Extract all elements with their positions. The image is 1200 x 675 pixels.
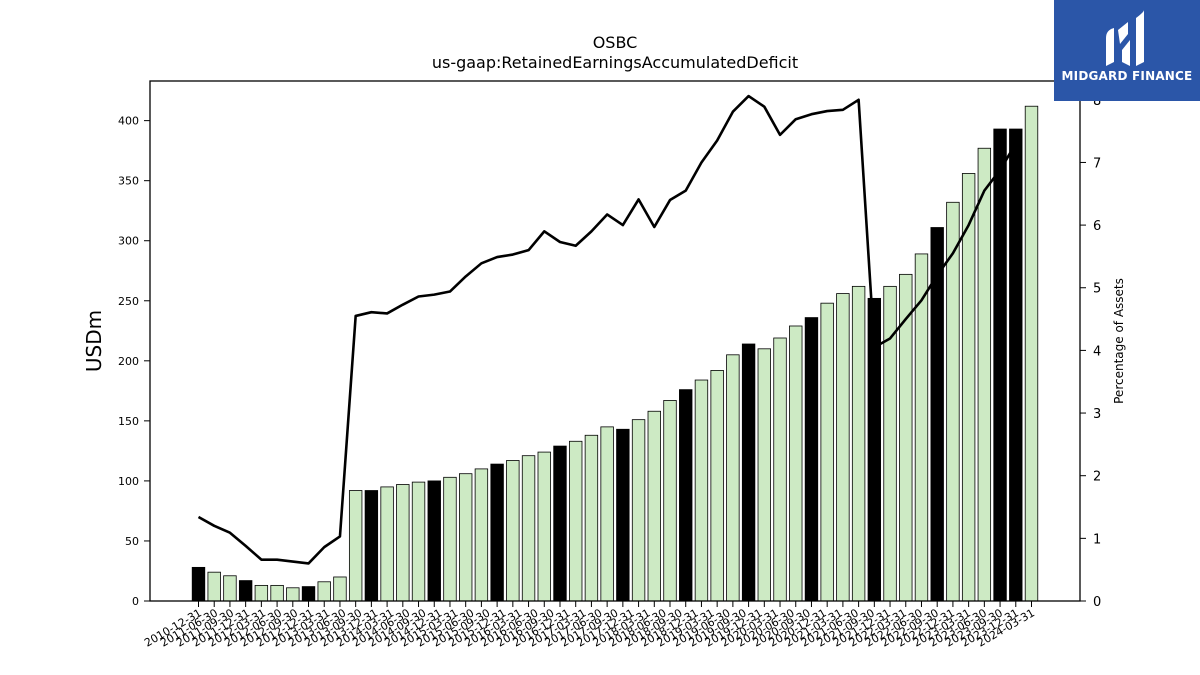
y-tick-label: 250 [118,295,139,308]
bar-2013-12-31 [380,486,394,602]
chart-subtitle: us-gaap:RetainedEarningsAccumulatedDefic… [432,53,798,72]
bar-2020-06-30 [789,325,803,602]
bar-2020-12-31 [820,302,834,602]
bar-2015-09-30 [490,463,504,602]
bar-2014-06-30 [411,481,426,602]
bar-2012-09-30 [301,586,316,602]
bar-2019-12-31 [757,348,771,602]
bar-2016-09-30 [553,445,567,602]
bar-2023-06-30 [977,147,992,602]
y-axis-right: 0 1 2 3 4 5 6 7 8 [1080,94,1101,610]
bar-2014-09-30 [427,480,441,602]
y2-tick-label: 6 [1093,219,1101,234]
bar-2011-03-31 [207,571,221,602]
y2-axis-label: Percentage of Assets [1112,278,1126,404]
bar-2017-12-31 [631,419,646,602]
y-tick-label: 100 [118,475,139,488]
bar-2018-03-31 [647,410,661,602]
y-tick-label: 350 [118,175,139,188]
y2-tick-label: 7 [1093,156,1101,171]
logo-text: MIDGARD FINANCE [1061,69,1193,83]
bar-2022-12-31 [946,201,960,602]
y2-tick-label: 1 [1093,532,1101,547]
chart-title: OSBC [593,33,638,52]
percentage-of-assets-line [197,94,1017,565]
y-tick-label: 400 [118,115,139,128]
bar-2011-09-30 [238,580,253,602]
y-axis-label: USDm [82,310,106,372]
y2-tick-label: 3 [1093,407,1101,422]
bar-2019-03-31 [710,370,724,602]
bar-2017-03-31 [584,434,599,602]
bar-2015-03-31 [458,473,473,602]
bar-2013-06-30 [348,490,363,602]
bar-2023-09-30 [993,128,1007,602]
bar-2011-06-30 [223,575,237,602]
bar-2019-09-30 [741,343,756,602]
y2-tick-label: 4 [1093,344,1101,359]
line-series [197,94,1017,565]
bar-series [191,105,1039,602]
bar-2012-12-31 [317,581,331,602]
bar-2011-12-31 [254,584,269,602]
midgard-logo-icon [1106,10,1144,66]
bar-2014-12-31 [443,476,457,602]
bar-2018-06-30 [663,400,677,602]
y-tick-label: 50 [125,535,139,548]
bar-2021-03-31 [836,293,850,602]
bar-2010-12-31 [191,566,206,602]
bar-2017-06-30 [600,426,614,602]
bar-2020-03-31 [773,337,787,602]
bar-2017-09-30 [616,428,630,602]
bar-2021-06-30 [851,285,866,602]
y2-tick-label: 5 [1093,282,1101,297]
bar-2018-09-30 [679,389,693,602]
bar-2023-03-31 [961,173,976,602]
bar-2023-12-31 [1009,128,1023,602]
bar-2015-06-30 [474,468,489,602]
midgard-finance-logo: MIDGARD FINANCE [1054,0,1200,101]
bar-2012-03-31 [270,584,284,602]
bar-2012-06-30 [286,587,300,602]
x-axis: 2010-12-312011-06-302011-09-302011-12-31… [142,601,1037,650]
plot-frame [149,80,1081,602]
bar-2019-06-30 [726,354,740,602]
y-tick-label: 0 [132,595,139,608]
bar-2020-09-30 [804,317,819,602]
y2-tick-label: 0 [1093,595,1101,610]
y-tick-label: 300 [118,235,139,248]
bar-2016-12-31 [569,440,583,602]
bar-2016-06-30 [537,451,551,602]
bar-2024-03-31 [1024,105,1039,602]
bar-2013-03-31 [333,576,347,602]
y-tick-label: 150 [118,415,139,428]
bar-2014-03-31 [396,484,410,602]
bar-2015-12-31 [506,460,520,602]
y2-tick-label: 2 [1093,470,1101,485]
bar-2018-12-31 [694,379,709,602]
y-tick-label: 200 [118,355,139,368]
y2-tick-label: 8 [1093,94,1101,109]
bar-2013-09-30 [364,490,379,602]
bar-2016-03-31 [521,455,536,602]
y-axis-left: 0 50 100 150 200 250 300 350 400 [118,115,150,608]
